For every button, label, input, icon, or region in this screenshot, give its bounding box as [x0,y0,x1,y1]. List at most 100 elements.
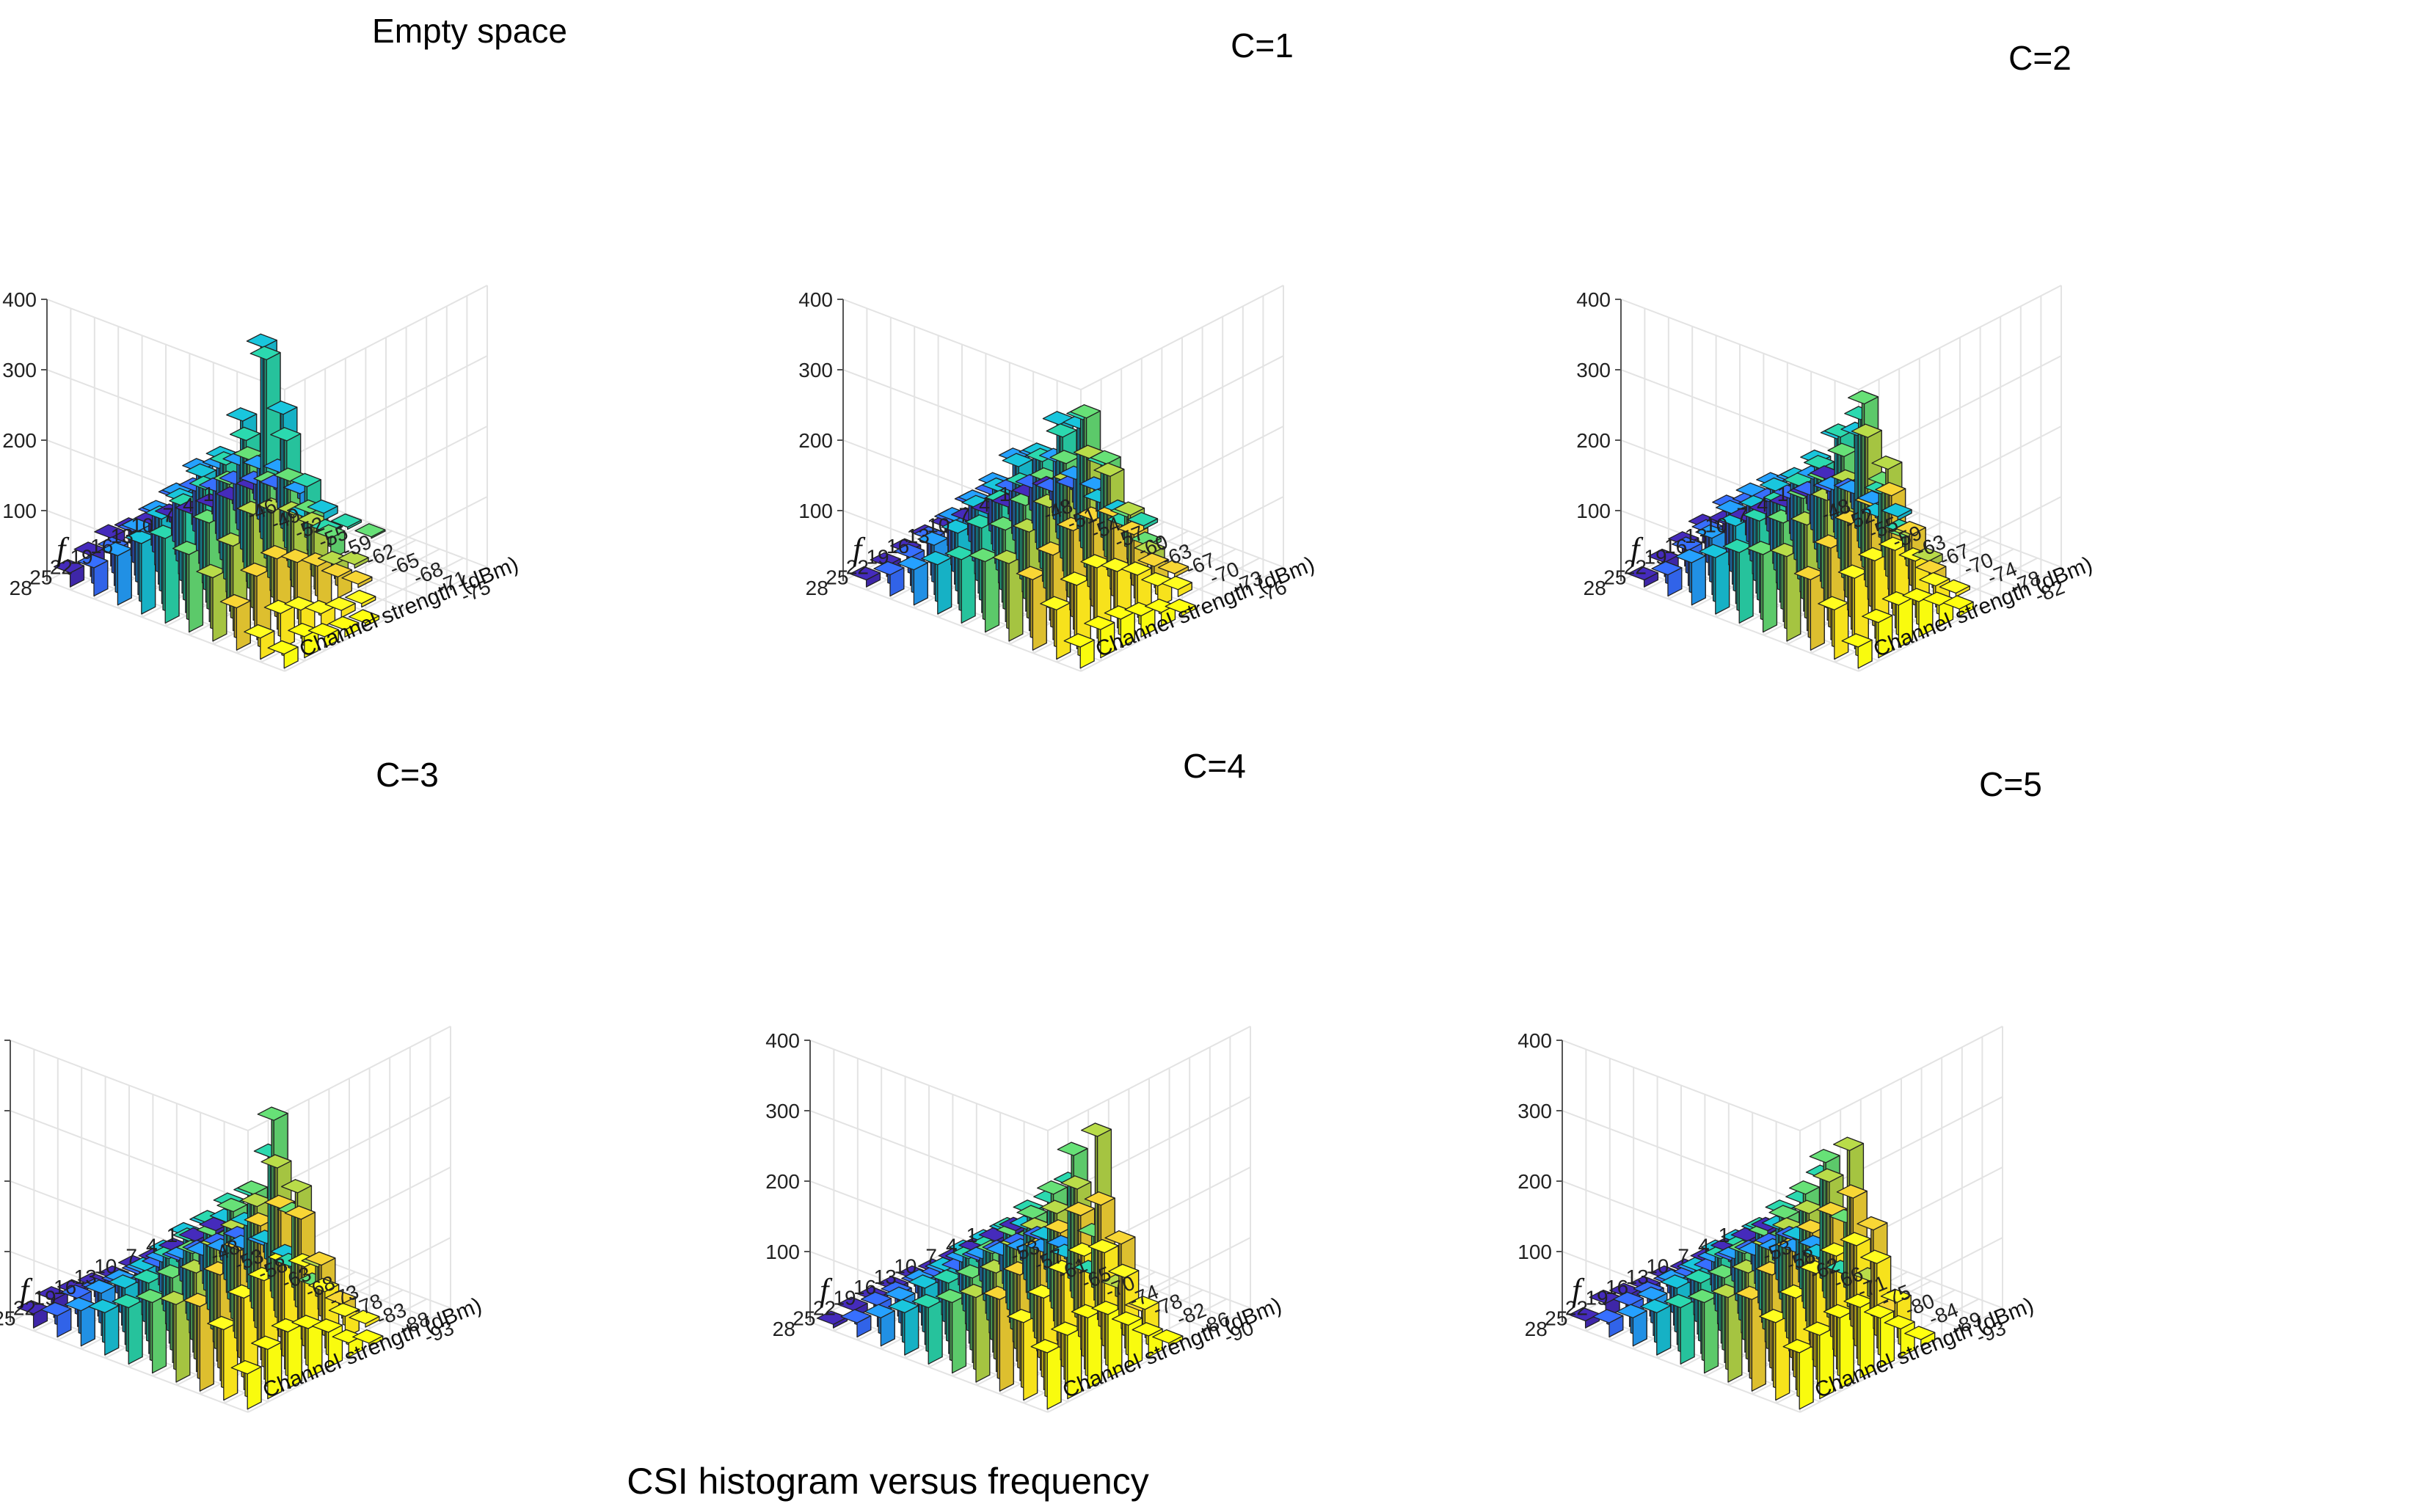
f-tick-label: 7 [1736,504,1748,527]
f-tick-label: 4 [946,1234,958,1257]
bar [159,1290,191,1383]
chart-panels: 10020030040014710131619222528-46-49-52-5… [0,12,2096,1413]
f-tick-label: 4 [979,493,991,516]
f-tick-label: 19 [866,545,889,568]
bar [911,1293,943,1365]
bar [352,1329,384,1348]
z-tick-label: 100 [2,500,37,522]
bar [1063,633,1095,669]
bar [345,589,376,608]
bar [196,563,227,642]
f-tick-label: 22 [50,556,73,579]
f-tick-label: 19 [33,1286,56,1309]
bar [888,1299,919,1356]
f-tick-label: 7 [925,1245,937,1268]
bar [40,1301,72,1338]
z-tick-label: 300 [1517,1100,1552,1122]
panel-title: C=5 [1979,765,2042,803]
bar [330,513,362,530]
bar [77,554,109,597]
f-tick-label: 22 [1624,556,1647,579]
bar [1939,579,1970,597]
bar [112,1293,143,1365]
bar [1040,596,1071,660]
bar [1818,596,1849,660]
bar-series [53,333,386,669]
f-tick-label: 13 [1626,1266,1649,1288]
bar [354,523,386,539]
f-tick-label: 25 [826,566,848,589]
f-tick-label: 1 [203,483,215,505]
f-tick-label: 28 [1584,577,1606,599]
bar [307,499,338,521]
bar [1862,608,1893,659]
bar [244,624,275,660]
bar [935,1288,967,1374]
f-tick-label: 28 [773,1318,795,1340]
figure-caption: CSI histogram versus frequency [627,1461,1148,1502]
chart-panel: 10020030040014710131619222528-46-49-52-5… [2,285,522,672]
f-tick-label: 25 [793,1307,815,1330]
bar [349,1310,380,1328]
bar [321,563,352,599]
bar [328,1302,360,1338]
f-tick-label: 10 [1705,514,1727,537]
chart-panel: 10020030040014710131619222528-48-52-55-5… [1576,285,2096,672]
f-tick-label: 19 [70,545,92,568]
bar [849,566,881,588]
z-tick-label: 200 [1517,1170,1552,1193]
bar [1126,511,1159,530]
f-tick-label: 13 [111,525,134,547]
bar [1152,1329,1184,1348]
bar [1627,566,1659,588]
bar [1084,616,1115,659]
bar [271,1318,302,1389]
f-tick-label: 16 [1664,535,1687,558]
f-tick-label: 22 [13,1297,36,1320]
bar [324,596,356,618]
z-tick-label: 200 [1576,429,1611,452]
bar-series [16,1106,384,1410]
f-tick-label: 25 [1603,566,1626,589]
f-tick-label: 1 [966,1224,978,1246]
f-tick-label: 25 [1545,1307,1567,1330]
bar [1616,1304,1647,1347]
chart-panel: 10020030040014710131619222528-48-51-54-5… [798,285,1318,672]
f-tick-label: 28 [1525,1318,1548,1340]
z-tick-label: 200 [2,429,37,452]
bar [1161,575,1192,597]
z-tick-label: 200 [765,1170,800,1193]
f-tick-label: 1 [1719,1224,1730,1246]
f-tick-label: 19 [1585,1286,1608,1309]
bar-series [849,404,1196,669]
bar [341,570,373,588]
z-tick-label: 400 [798,288,833,311]
z-tick-label: 400 [2,288,37,311]
chart-panel: 10020030040014710131619222528-48-53-58-6… [0,1026,485,1413]
f-tick-label: 13 [874,1266,897,1288]
f-tick-label: 19 [1644,545,1666,568]
f-tick-label: 22 [1565,1297,1588,1320]
bar [921,551,952,615]
bar [1051,1321,1082,1400]
bar [1157,560,1189,578]
bar [101,541,132,606]
bar [207,1315,238,1401]
f-tick-label: 19 [833,1286,856,1309]
f-tick-label: 4 [146,1234,158,1257]
bar-series [816,1122,1184,1410]
z-tick-label: 400 [765,1029,800,1052]
f-tick-label: 10 [1646,1255,1669,1278]
f-tick-label: 10 [131,514,153,537]
bar [1904,1326,1936,1348]
f-tick-label: 4 [183,493,194,516]
bar [1881,503,1912,521]
f-tick-label: 10 [894,1255,917,1278]
bar [1722,538,1754,624]
bar [1841,633,1873,669]
bar [251,1335,283,1400]
f-tick-label: 1 [167,1224,178,1246]
bar [267,640,299,669]
bar [88,1299,120,1356]
